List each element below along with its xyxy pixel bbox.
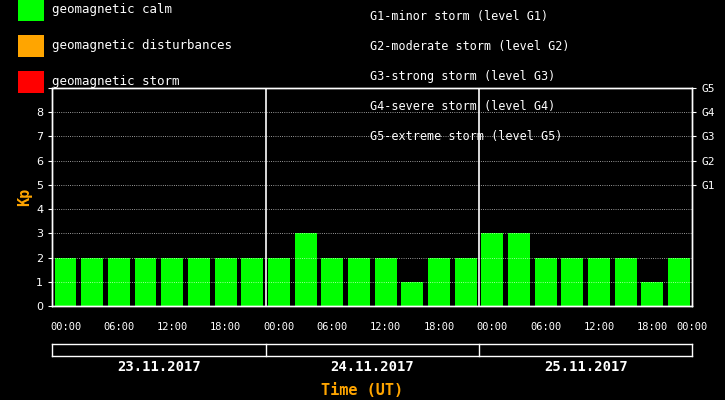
Bar (268, 258, 290, 306)
Text: G1-minor storm (level G1): G1-minor storm (level G1) (370, 10, 548, 23)
Text: 18:00: 18:00 (210, 322, 241, 332)
Text: 18:00: 18:00 (423, 322, 455, 332)
Text: 12:00: 12:00 (157, 322, 188, 332)
Bar (348, 258, 370, 306)
Text: G3-strong storm (level G3): G3-strong storm (level G3) (370, 70, 555, 83)
Text: 06:00: 06:00 (317, 322, 348, 332)
Text: 24.11.2017: 24.11.2017 (331, 360, 414, 374)
Bar (402, 282, 423, 306)
Text: geomagnetic disturbances: geomagnetic disturbances (52, 40, 232, 52)
Bar (508, 233, 530, 306)
Bar (481, 233, 503, 306)
Bar (615, 258, 637, 306)
Text: G2-moderate storm (level G2): G2-moderate storm (level G2) (370, 40, 569, 53)
Text: 25.11.2017: 25.11.2017 (544, 360, 628, 374)
Text: 00:00: 00:00 (263, 322, 294, 332)
Bar (375, 258, 397, 306)
Bar (455, 258, 476, 306)
Bar (81, 258, 103, 306)
Text: 06:00: 06:00 (530, 322, 561, 332)
Text: Time (UT): Time (UT) (321, 383, 404, 398)
Bar (135, 258, 157, 306)
Bar (535, 258, 557, 306)
Text: G4-severe storm (level G4): G4-severe storm (level G4) (370, 100, 555, 113)
Text: geomagnetic storm: geomagnetic storm (52, 76, 180, 88)
Text: 06:00: 06:00 (103, 322, 135, 332)
Bar (294, 233, 317, 306)
Text: 12:00: 12:00 (584, 322, 615, 332)
Bar (215, 258, 236, 306)
Text: 18:00: 18:00 (637, 322, 668, 332)
Bar (188, 258, 210, 306)
Text: 00:00: 00:00 (50, 322, 81, 332)
Bar (588, 258, 610, 306)
Bar (161, 258, 183, 306)
Bar (54, 258, 76, 306)
Text: 12:00: 12:00 (370, 322, 401, 332)
Bar (642, 282, 663, 306)
Bar (321, 258, 343, 306)
Text: 23.11.2017: 23.11.2017 (117, 360, 201, 374)
Bar (561, 258, 584, 306)
Bar (108, 258, 130, 306)
Bar (668, 258, 690, 306)
Bar (241, 258, 263, 306)
Text: geomagnetic calm: geomagnetic calm (52, 4, 173, 16)
Bar (428, 258, 450, 306)
Text: 00:00: 00:00 (676, 322, 708, 332)
Y-axis label: Kp: Kp (17, 188, 32, 206)
Text: G5-extreme storm (level G5): G5-extreme storm (level G5) (370, 130, 562, 143)
Text: 00:00: 00:00 (477, 322, 508, 332)
